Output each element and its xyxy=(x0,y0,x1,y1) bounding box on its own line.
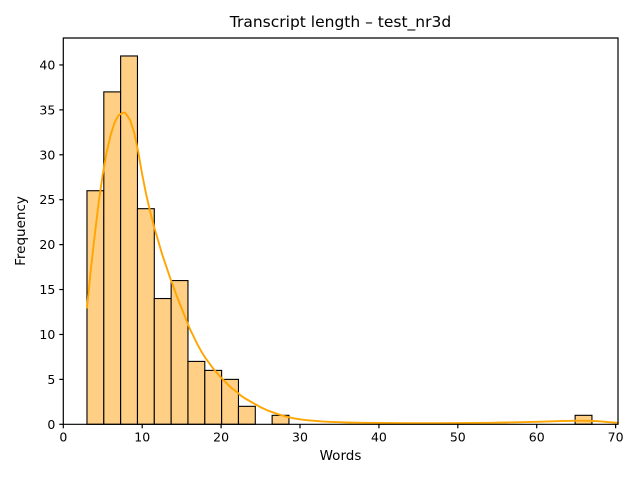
x-tick-label: 50 xyxy=(450,429,466,444)
x-tick-label: 60 xyxy=(529,429,545,444)
x-tick-label: 10 xyxy=(134,429,150,444)
histogram-bar xyxy=(204,369,223,425)
x-tick-label: 0 xyxy=(59,429,67,444)
x-tick-label: 20 xyxy=(213,429,229,444)
y-tick-label: 35 xyxy=(39,102,55,117)
histogram-bar xyxy=(103,91,122,425)
histogram-bar xyxy=(237,405,256,425)
y-tick-label: 10 xyxy=(39,327,55,342)
kde-curve xyxy=(86,111,619,425)
y-tick-label: 5 xyxy=(47,372,55,387)
y-tick-label: 25 xyxy=(39,192,55,207)
y-tick-label: 0 xyxy=(47,417,55,432)
histogram-bar xyxy=(187,360,206,425)
x-tick-label: 70 xyxy=(608,429,624,444)
histogram-bar xyxy=(136,208,155,425)
x-axis-label: Words xyxy=(319,448,362,464)
x-tick-label: 30 xyxy=(292,429,308,444)
y-tick-label: 40 xyxy=(39,57,55,72)
y-tick-label: 15 xyxy=(39,282,55,297)
y-tick-label: 20 xyxy=(39,237,55,252)
histogram-bar xyxy=(153,297,172,425)
axes-spines xyxy=(62,37,619,425)
y-axis-label: Frequency xyxy=(13,196,29,266)
x-tick-label: 40 xyxy=(371,429,387,444)
y-tick-label: 30 xyxy=(39,147,55,162)
chart-title: Transcript length – test_nr3d xyxy=(229,13,452,31)
histogram-bar xyxy=(120,55,139,425)
